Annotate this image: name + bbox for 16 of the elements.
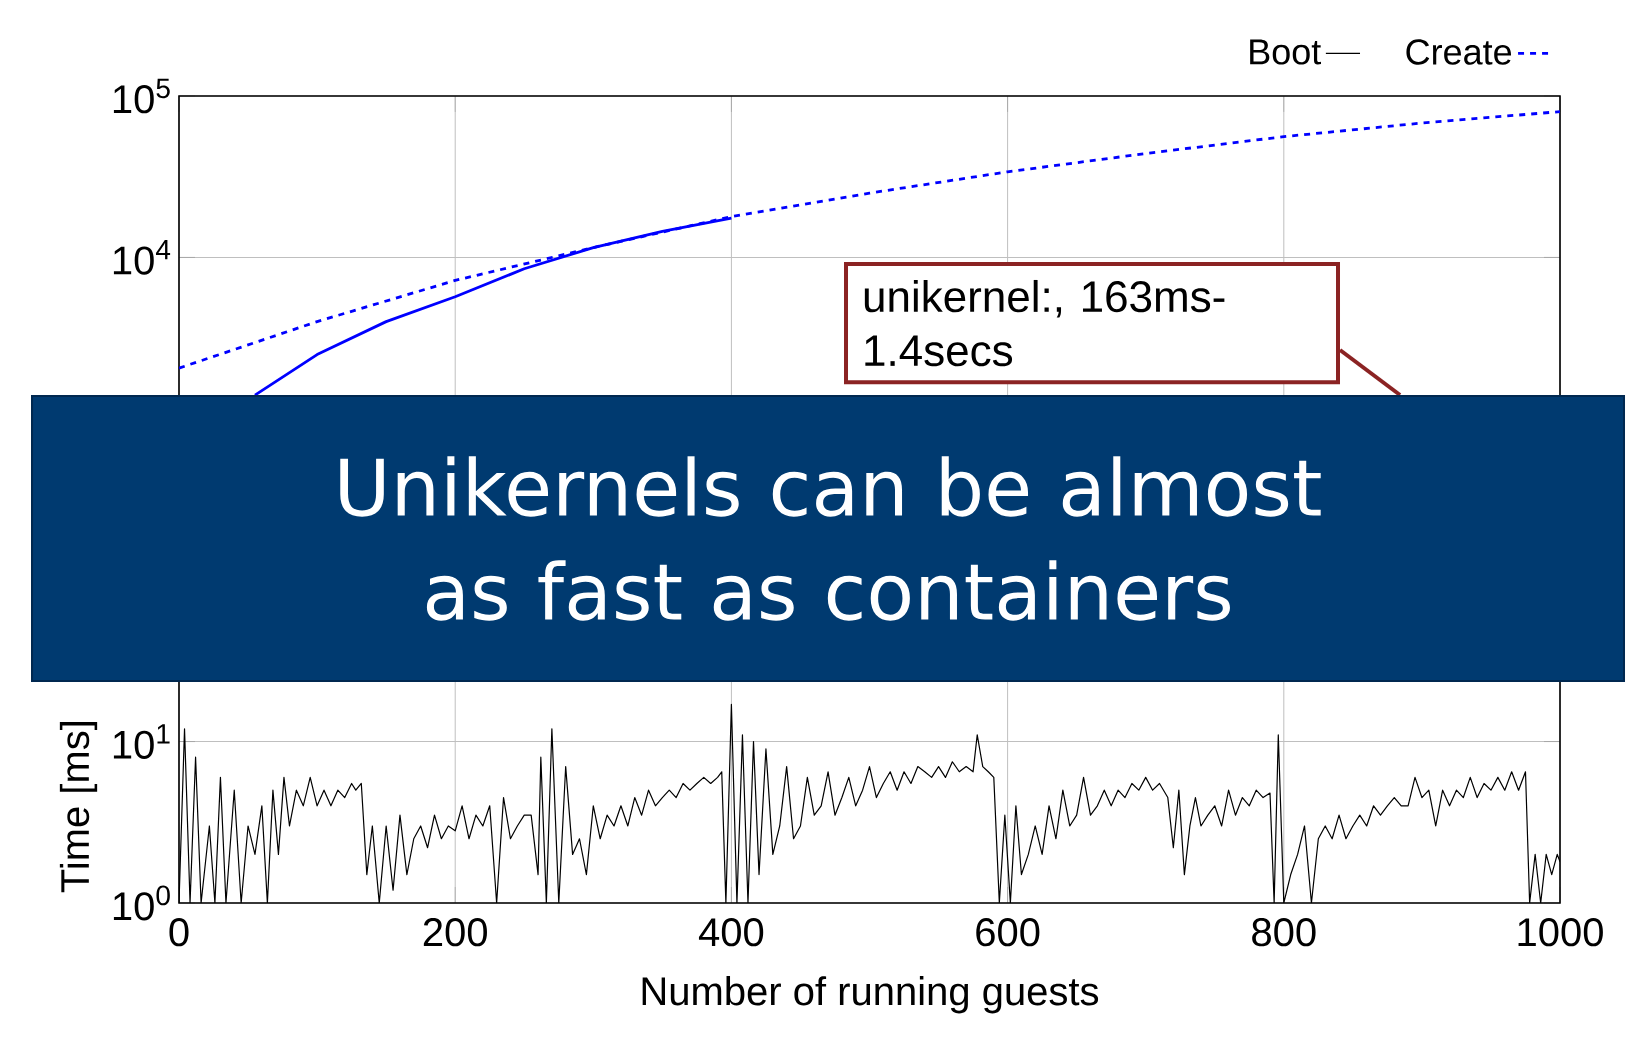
x-axis-title: Number of running guests: [642, 976, 1099, 1014]
y-tick-label: 10$^{5}$: [113, 78, 170, 114]
x-tick-label: 0: [169, 918, 189, 947]
annotation: unikernel:, 163ms-1.4secs: [864, 279, 1225, 367]
x-tick-label: 600: [976, 918, 1040, 947]
x-tick-label: 800: [1252, 918, 1316, 947]
y-tick-label: 10$^{4}$: [113, 240, 171, 275]
legend-label: Create: [1406, 39, 1512, 65]
y-axis-title: Time [ms]: [59, 722, 98, 893]
legend-label: Boot: [1250, 39, 1322, 65]
y-tick-label: 10$^{1}$: [113, 724, 170, 759]
y-tick-label: 10$^{0}$: [113, 885, 170, 921]
x-tick-label: 1000: [1518, 918, 1603, 947]
x-tick-label: 400: [698, 918, 764, 947]
x-tick-label: 200: [423, 918, 487, 947]
text: Unikernels can be almost as fast as containers: [340, 456, 1321, 621]
